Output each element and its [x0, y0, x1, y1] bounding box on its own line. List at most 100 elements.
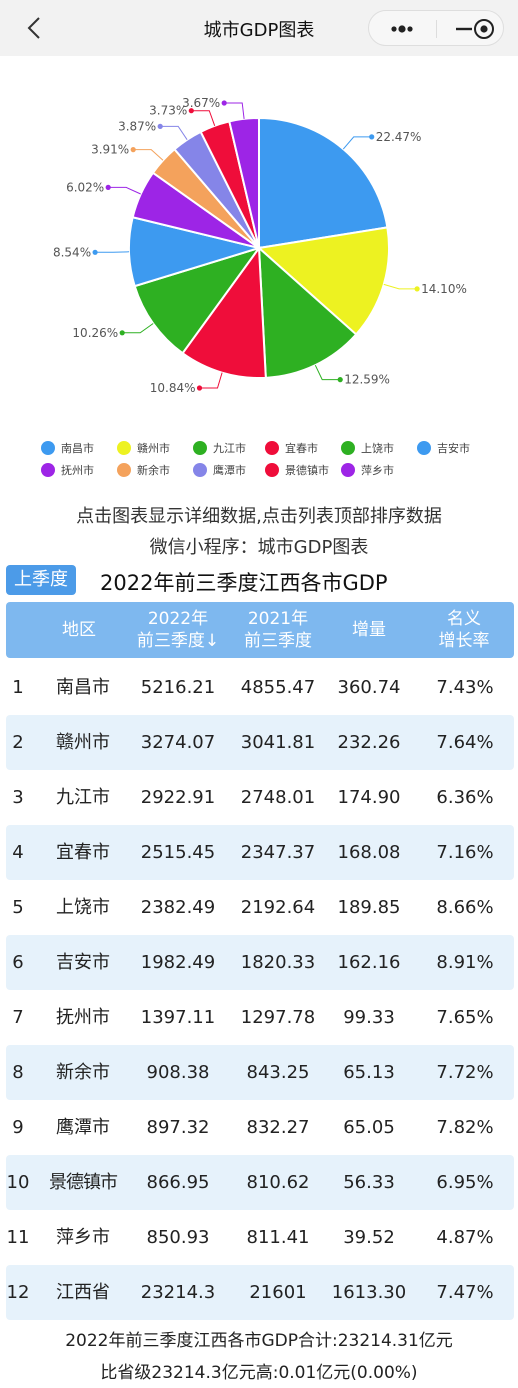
pie-slice-3[interactable]	[257, 245, 358, 379]
cell-v2021: 811.41	[246, 1227, 310, 1248]
table-row[interactable]: 6 吉安市 1982.49 1820.33 162.16 8.91%	[6, 935, 514, 990]
legend-label-3: 九江市	[213, 441, 246, 455]
cell-rank: 10	[6, 1172, 30, 1193]
legend-item-1[interactable]: 南昌市	[41, 441, 94, 455]
legend-item-7[interactable]: 抚州市	[41, 463, 94, 477]
cell-v2021: 2347.37	[240, 842, 316, 863]
more-dots-icon[interactable]	[385, 18, 419, 40]
sort-down-arrow-icon: ↓	[204, 631, 220, 651]
leader-dot-1	[369, 134, 375, 140]
legend-item-3[interactable]: 九江市	[193, 441, 246, 455]
header-region-label: 地区	[62, 620, 96, 640]
cell-rank: 8	[12, 1062, 24, 1083]
cell-inc: 174.90	[337, 787, 401, 808]
header-2022[interactable]: 2022年 前三季度↓	[128, 602, 228, 658]
cell-v2021: 4855.47	[240, 677, 316, 698]
cell-inc: 65.05	[343, 1117, 395, 1138]
leader-line-1	[342, 136, 372, 150]
legend-item-4[interactable]: 宜春市	[265, 441, 318, 455]
miniprogram-text: 微信小程序：城市GDP图表	[149, 537, 369, 558]
cell-v2022: 908.38	[146, 1062, 210, 1083]
back-chevron-icon[interactable]	[22, 14, 46, 42]
legend-swatch-11	[341, 463, 355, 477]
legend-label-2: 赣州市	[137, 441, 170, 455]
header-increase[interactable]: 增量	[332, 602, 406, 658]
legend-item-2[interactable]: 赣州市	[117, 441, 170, 455]
legend-item-9[interactable]: 鹰潭市	[193, 463, 246, 477]
percent-label-3: 12.59%	[344, 373, 390, 387]
legend-item-5[interactable]: 上饶市	[341, 441, 394, 455]
header-2021[interactable]: 2021年 前三季度	[228, 602, 328, 658]
header-region[interactable]: 地区	[44, 602, 114, 658]
legend-label-10: 景德镇市	[285, 463, 329, 477]
table-header: 地区 2022年 前三季度↓ 2021年 前三季度 增量 名义 增长率	[6, 602, 514, 658]
close-target-icon[interactable]	[473, 18, 495, 40]
previous-season-button[interactable]: 上季度	[6, 565, 76, 595]
cell-v2021: 2192.64	[240, 897, 316, 918]
pie-slice-2[interactable]	[256, 226, 390, 336]
table-row[interactable]: 5 上饶市 2382.49 2192.64 189.85 8.66%	[6, 880, 514, 935]
cell-rank: 4	[12, 842, 24, 863]
cell-rate: 6.95%	[436, 1172, 494, 1193]
table-row[interactable]: 10 景德镇市 866.95 810.62 56.33 6.95%	[6, 1155, 514, 1210]
cell-v2021: 832.27	[246, 1117, 310, 1138]
legend-swatch-1	[41, 441, 55, 455]
minimize-icon[interactable]	[453, 18, 475, 40]
legend-item-8[interactable]: 新余市	[117, 463, 170, 477]
table-row[interactable]: 11 萍乡市 850.93 811.41 39.52 4.87%	[6, 1210, 514, 1265]
header-2022-line2-wrap: 前三季度↓	[137, 630, 219, 652]
leader-dot-8	[130, 147, 136, 153]
pie-chart-svg[interactable]: 22.47% 14.10% 12.59% 10.84% 10.26% 8.54% 6.02%…	[0, 56, 518, 500]
cell-rate: 8.66%	[436, 897, 494, 918]
percent-label-6: 8.54%	[53, 245, 91, 259]
cell-inc: 99.33	[343, 1007, 395, 1028]
leader-dot-2	[414, 286, 420, 292]
legend-label-9: 鹰潭市	[213, 463, 246, 477]
summary-total: 2022年前三季度江西各市GDP合计:23214.31亿元	[65, 1331, 453, 1351]
cell-rate: 7.65%	[436, 1007, 494, 1028]
percent-label-10: 3.73%	[149, 104, 187, 118]
table-row[interactable]: 3 九江市 2922.91 2748.01 174.90 6.36%	[6, 770, 514, 825]
cell-inc: 39.52	[343, 1227, 395, 1248]
legend-item-10[interactable]: 景德镇市	[265, 463, 329, 477]
pie-slice-1[interactable]	[258, 116, 389, 250]
legend-label-7: 抚州市	[61, 463, 94, 477]
table-row[interactable]: 9 鹰潭市 897.32 832.27 65.05 7.82%	[6, 1100, 514, 1155]
header-growth-rate[interactable]: 名义 增长率	[424, 602, 504, 658]
leader-dot-4	[196, 385, 203, 391]
cell-rate: 7.82%	[436, 1117, 494, 1138]
cell-rank: 12	[6, 1282, 30, 1303]
header-2021-line1: 2021年	[247, 609, 309, 629]
header-rate-line2: 增长率	[438, 631, 490, 651]
table-row[interactable]: 7 抚州市 1397.11 1297.78 99.33 7.65%	[6, 990, 514, 1045]
pie-chart[interactable]: 22.47% 14.10% 12.59% 10.84% 10.26% 8.54% 6.02%…	[0, 56, 518, 500]
cell-v2022: 23214.3	[140, 1282, 216, 1303]
cell-city: 抚州市	[56, 1007, 110, 1028]
cell-v2022: 3274.07	[140, 732, 216, 753]
legend-item-6[interactable]: 吉安市	[417, 441, 470, 455]
cell-rank: 7	[12, 1007, 24, 1028]
table-row[interactable]: 12 江西省 23214.3 21601 1613.30 7.47%	[6, 1265, 514, 1320]
legend-item-11[interactable]: 萍乡市	[341, 463, 394, 477]
cell-city: 鹰潭市	[56, 1117, 110, 1138]
pie-slice-5[interactable]	[133, 246, 262, 355]
cell-rate: 7.43%	[436, 677, 494, 698]
percent-label-11: 3.67%	[182, 96, 220, 110]
leader-line-4	[199, 372, 223, 389]
cell-city: 上饶市	[56, 897, 110, 918]
header-increase-label: 增量	[352, 620, 386, 640]
cell-v2022: 866.95	[146, 1172, 210, 1193]
cell-city: 南昌市	[56, 677, 110, 698]
leader-line-7	[108, 186, 141, 195]
table-row[interactable]: 1 南昌市 5216.21 4855.47 360.74 7.43%	[6, 660, 514, 715]
table-row[interactable]: 4 宜春市 2515.45 2347.37 168.08 7.16%	[6, 825, 514, 880]
table-row[interactable]: 2 赣州市 3274.07 3041.81 232.26 7.64%	[6, 715, 514, 770]
table-row[interactable]: 8 新余市 908.38 843.25 65.13 7.72%	[6, 1045, 514, 1100]
hint-text: 点击图表显示详细数据,点击列表顶部排序数据	[76, 506, 442, 527]
percent-label-5: 10.26%	[72, 326, 118, 340]
legend-swatch-10	[265, 463, 279, 477]
cell-v2021: 810.62	[246, 1172, 310, 1193]
percent-label-4: 10.84%	[150, 381, 196, 395]
leader-line-9	[160, 125, 188, 140]
leader-line-5	[122, 323, 154, 334]
